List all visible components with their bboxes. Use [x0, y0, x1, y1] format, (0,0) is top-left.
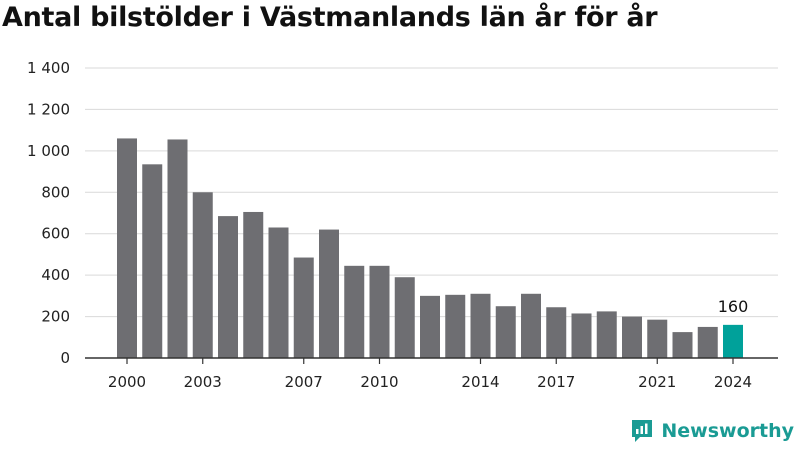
x-tick-label: 2014: [461, 373, 499, 391]
y-tick-label: 400: [41, 266, 70, 284]
bar-2017: [546, 307, 567, 358]
bar-2013: [445, 294, 466, 358]
x-tick-label: 2010: [360, 373, 398, 391]
y-tick-label: 1 200: [27, 100, 70, 118]
bar-2021: [647, 319, 668, 358]
bar-2019: [596, 311, 617, 358]
bar-2016: [521, 293, 541, 358]
y-tick-label: 800: [41, 183, 70, 201]
y-tick-label: 0: [60, 349, 70, 367]
bar-2022: [672, 332, 693, 358]
x-tick-label: 2024: [714, 373, 752, 391]
bar-2020: [622, 316, 642, 358]
bar-2010: [369, 265, 390, 358]
brand-name: Newsworthy: [661, 420, 794, 442]
bar-2012: [420, 295, 440, 358]
y-tick-label: 600: [41, 225, 70, 243]
x-tick-label: 2003: [184, 373, 222, 391]
bar-2002: [167, 139, 188, 358]
bar-2024: [723, 324, 743, 358]
x-tick-label: 2021: [638, 373, 676, 391]
page-title: Antal bilstölder i Västmanlands län år f…: [2, 2, 658, 33]
newsworthy-icon: [632, 420, 653, 442]
bar-2005: [243, 211, 264, 358]
bar-2000: [117, 138, 137, 358]
bar-2023: [697, 326, 718, 358]
y-tick-label: 1 000: [27, 142, 70, 160]
x-tick-label: 2017: [537, 373, 575, 391]
bar-2008: [319, 229, 339, 358]
bar-2009: [344, 265, 365, 358]
bar-2014: [470, 293, 491, 358]
bar-2018: [571, 313, 592, 358]
bar-2011: [394, 277, 415, 358]
data-label: 160: [718, 297, 749, 316]
x-tick-label: 2007: [285, 373, 323, 391]
brand-logo: Newsworthy: [629, 418, 794, 444]
bar-2015: [495, 306, 516, 358]
x-tick-label: 2000: [108, 373, 146, 391]
bar-2007: [293, 257, 314, 358]
bar-2003: [192, 192, 213, 358]
bar-2004: [218, 216, 238, 358]
y-tick-label: 1 400: [27, 59, 70, 77]
bar-2006: [268, 227, 289, 358]
bar-2001: [142, 164, 163, 358]
y-tick-label: 200: [41, 308, 70, 326]
